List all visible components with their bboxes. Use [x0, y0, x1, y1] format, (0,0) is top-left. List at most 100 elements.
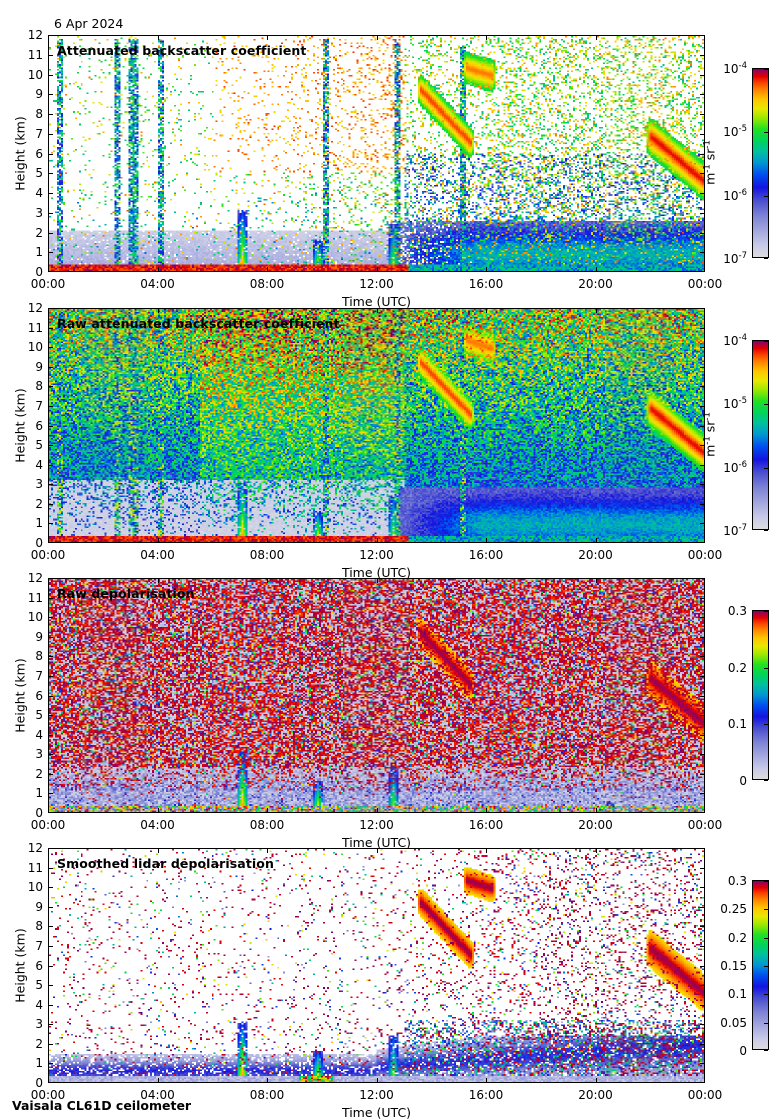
- y-tick-label: 10: [27, 67, 43, 82]
- y-axis-label: Height (km): [12, 657, 28, 733]
- y-axis-label: Height (km): [12, 387, 28, 463]
- colorbar-units-label: m-1 sr-1: [702, 140, 718, 185]
- colorbar-raw-depolarisation: 0.3 0.2 0.1 0: [728, 604, 769, 788]
- x-axis-label: Time (UTC): [341, 835, 412, 850]
- y-tick-mark: [700, 252, 705, 254]
- y-tick-label: 7: [35, 668, 43, 683]
- x-tick-label: 20:00: [578, 548, 613, 562]
- y-tick-mark: [48, 1082, 53, 1083]
- y-tick-mark: [700, 793, 705, 795]
- y-tick-label: 4: [35, 997, 43, 1012]
- y-tick-mark: [700, 1004, 705, 1006]
- y-tick-mark: [48, 405, 53, 407]
- x-tick-label: 00:00: [687, 277, 723, 291]
- pcolormesh-attenuated-backscatter: [49, 36, 704, 271]
- y-tick-mark: [700, 484, 705, 486]
- colorbar-raw-attenuated-backscatter: 10-4 10-5 10-6 10-7 m-1 sr-1: [702, 334, 769, 538]
- x-tick-mark: [704, 267, 705, 272]
- y-tick-label: 3: [35, 1017, 43, 1032]
- y-tick-mark: [48, 386, 53, 388]
- x-tick-mark: [157, 538, 159, 543]
- plot-area-attenuated-backscatter: Attenuated backscatter coefficient: [48, 35, 705, 272]
- x-tick-mark: [267, 35, 268, 40]
- colorbar-tick-mark: [764, 937, 768, 939]
- panel-title-attenuated-backscatter: Attenuated backscatter coefficient: [57, 43, 307, 58]
- y-tick-mark: [48, 695, 53, 697]
- y-tick-mark: [48, 232, 53, 234]
- y-tick-mark: [48, 793, 53, 795]
- y-tick-mark: [48, 1004, 53, 1006]
- y-tick-mark: [48, 54, 53, 56]
- x-tick-mark: [704, 1078, 705, 1083]
- y-tick-mark: [700, 656, 705, 658]
- colorbar-tick-label: 0.1: [727, 987, 747, 1002]
- colorbar-tick-mark: [764, 667, 768, 669]
- panel-raw-attenuated-backscatter: Raw attenuated backscatter coefficient 0 1…: [13, 301, 723, 580]
- x-tick-mark: [48, 35, 49, 40]
- y-tick-mark: [48, 965, 53, 967]
- y-tick-mark: [48, 35, 53, 36]
- y-tick-mark: [700, 926, 705, 928]
- y-tick-mark: [700, 327, 705, 329]
- colorbar-tick-label: 0.1: [727, 717, 747, 732]
- colorbar-tick-label: 0: [739, 774, 747, 788]
- y-tick-mark: [700, 405, 705, 407]
- x-tick-mark: [267, 848, 268, 853]
- y-tick-mark: [48, 773, 53, 775]
- x-tick-mark: [704, 35, 705, 40]
- y-tick-mark: [700, 173, 705, 175]
- y-tick-mark: [48, 578, 53, 579]
- y-tick-mark: [48, 945, 53, 947]
- y-tick-label: 1: [35, 516, 43, 531]
- y-tick-label: 6: [35, 958, 43, 973]
- y-tick-mark: [48, 484, 53, 486]
- x-tick-label: 00:00: [30, 548, 66, 562]
- y-tick-mark: [700, 867, 705, 869]
- y-tick-mark: [700, 425, 705, 427]
- y-tick-mark: [48, 271, 53, 272]
- x-tick-mark: [48, 848, 49, 853]
- y-tick-mark: [700, 74, 705, 76]
- y-tick-mark: [48, 812, 53, 813]
- y-tick-label: 2: [35, 766, 43, 781]
- y-tick-label: 0: [35, 1076, 43, 1090]
- y-tick-mark: [48, 503, 53, 505]
- x-tick-mark: [595, 808, 597, 813]
- y-tick-mark: [700, 945, 705, 947]
- y-tick-label: 6: [35, 146, 43, 161]
- x-axis-label: Time (UTC): [341, 294, 412, 309]
- y-tick-label: 11: [27, 590, 43, 605]
- y-tick-label: 1: [35, 786, 43, 801]
- colorbar-smoothed-lidar-depolarisation: 0.3 0.25 0.2 0.15 0.1 0.05 0: [720, 874, 769, 1058]
- y-tick-mark: [700, 232, 705, 234]
- y-tick-label: 8: [35, 919, 43, 934]
- x-tick-label: 12:00: [359, 548, 394, 562]
- y-tick-mark: [700, 308, 705, 309]
- x-tick-mark: [704, 848, 705, 853]
- colorbar-tick-label: 0.25: [720, 902, 747, 917]
- y-tick-mark: [700, 1043, 705, 1045]
- pcolormesh-smoothed-lidar-depolarisation: [49, 849, 704, 1082]
- colorbar-tick-label: 10-6: [723, 187, 747, 203]
- y-tick-mark: [700, 734, 705, 736]
- y-tick-label: 12: [27, 841, 43, 855]
- colorbar-tick-mark: [764, 341, 768, 342]
- x-tick-mark: [267, 538, 268, 543]
- x-tick-label: 04:00: [140, 277, 175, 291]
- x-tick-label: 20:00: [578, 818, 613, 832]
- x-tick-label: 04:00: [140, 818, 175, 832]
- y-tick-label: 10: [27, 610, 43, 625]
- colorbar-tick-mark: [764, 966, 768, 967]
- y-tick-mark: [48, 425, 53, 427]
- colorbar-tick-mark: [764, 132, 768, 134]
- colorbar-tick-label: 0.05: [720, 1015, 747, 1030]
- x-tick-mark: [486, 308, 487, 313]
- x-tick-label: 00:00: [687, 548, 723, 562]
- x-tick-mark: [486, 1078, 487, 1083]
- y-tick-mark: [48, 848, 53, 849]
- y-tick-mark: [700, 715, 705, 717]
- y-tick-mark: [48, 1024, 53, 1026]
- x-tick-label: 12:00: [359, 1088, 394, 1102]
- y-tick-label: 5: [35, 166, 43, 181]
- y-tick-mark: [48, 193, 53, 194]
